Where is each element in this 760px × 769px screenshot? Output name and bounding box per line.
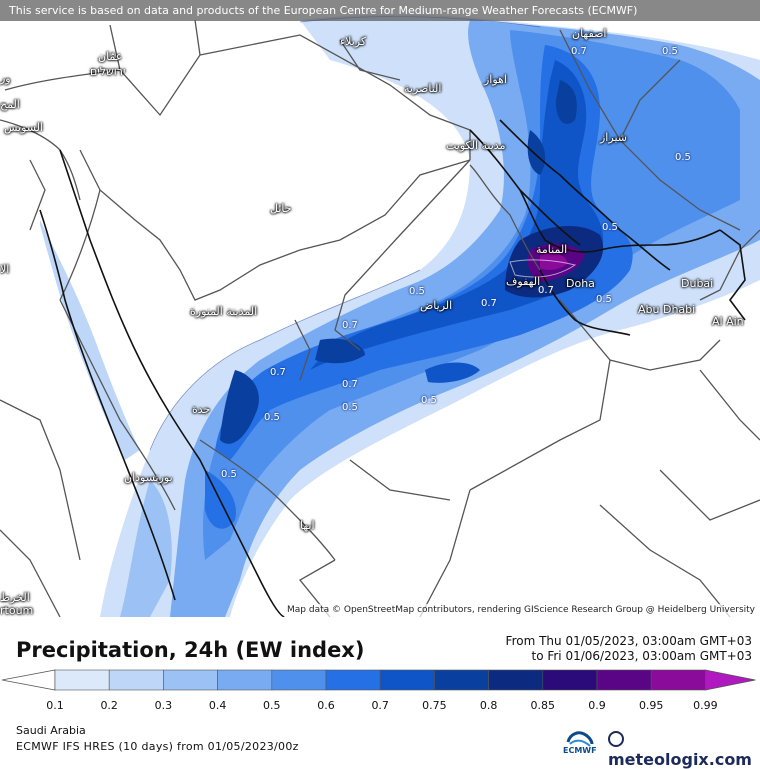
city-label-abu-dhabi[interactable]: Abu Dhabi xyxy=(638,303,696,316)
legend-colorbar xyxy=(1,669,756,691)
legend-tick-label: 0.5 xyxy=(263,699,281,712)
legend-segment xyxy=(379,669,435,691)
period-from: From Thu 01/05/2023, 03:00am GMT+03 xyxy=(505,634,752,648)
ecmwf-notice: This service is based on data and produc… xyxy=(0,0,760,21)
city-label-hail[interactable]: حائل xyxy=(270,202,292,215)
legend-tick-label: 0.75 xyxy=(422,699,447,712)
precipitation-field xyxy=(40,14,760,617)
city-label-doha[interactable]: Doha xyxy=(566,277,595,290)
legend-segment xyxy=(217,669,273,691)
legend-segment xyxy=(434,669,489,691)
coastline xyxy=(39,119,746,617)
legend-segment xyxy=(163,669,218,691)
edge-label: rtoum xyxy=(0,604,34,617)
precipitation-map[interactable]: This service is based on data and produc… xyxy=(0,0,760,617)
city-label-jeddah[interactable]: جدة xyxy=(192,403,211,416)
legend-segment xyxy=(650,669,706,691)
edge-label: الا xyxy=(0,263,10,276)
city-label-hofuf[interactable]: الهفوف xyxy=(506,275,541,288)
legend-segment xyxy=(542,669,598,691)
color-legend xyxy=(0,669,760,703)
contour-label: 0.5 xyxy=(342,402,358,413)
map-attribution: Map data © OpenStreetMap contributors, r… xyxy=(284,604,758,617)
city-label-suez[interactable]: السويس xyxy=(4,121,43,134)
edge-label: المح xyxy=(0,98,20,111)
edge-label: الخرط xyxy=(0,591,30,604)
map-canvas xyxy=(0,14,760,617)
legend-tick-label: 0.9 xyxy=(588,699,606,712)
city-label-medina[interactable]: المدينة المنورة xyxy=(190,305,258,318)
city-label-dubai[interactable]: Dubai xyxy=(681,277,714,290)
legend-tick-label: 0.1 xyxy=(46,699,64,712)
contour-label: 0.5 xyxy=(602,222,618,233)
legend-tick-label: 0.4 xyxy=(208,699,227,712)
contour-label: 0.7 xyxy=(342,320,358,331)
city-label-jerusalem[interactable]: ירושלים xyxy=(90,65,126,78)
legend-segment xyxy=(705,669,756,691)
city-label-kuwait-city[interactable]: مدينة الكويت xyxy=(446,139,506,152)
legend-tick-label: 0.99 xyxy=(693,699,718,712)
meteologix-icon xyxy=(608,731,624,747)
contour-label: 0.7 xyxy=(342,379,358,390)
edge-label: ور xyxy=(0,72,11,85)
forecast-period: From Thu 01/05/2023, 03:00am GMT+03 to F… xyxy=(506,634,752,664)
legend-tick-label: 0.8 xyxy=(479,699,498,712)
legend-tick-label: 0.7 xyxy=(371,699,389,712)
contour-label: 0.5 xyxy=(662,46,678,57)
city-label-al-ain[interactable]: Al Ain xyxy=(712,315,744,328)
legend-segment xyxy=(488,669,544,691)
map-title: Precipitation, 24h (EW index) xyxy=(16,638,365,662)
legend-tick-label: 0.6 xyxy=(317,699,335,712)
contour-label: 0.5 xyxy=(596,294,612,305)
country-borders xyxy=(0,19,760,617)
region-name: Saudi Arabia xyxy=(16,724,86,737)
meteologix-logo[interactable]: meteologix.com xyxy=(608,731,760,769)
legend-tick-label: 0.3 xyxy=(154,699,173,712)
city-label-manama[interactable]: المنامة xyxy=(536,243,568,256)
city-label-nasiriyah[interactable]: الناصرية xyxy=(404,82,442,95)
legend-tick-label: 0.2 xyxy=(100,699,118,712)
contour-label: 0.5 xyxy=(264,412,280,423)
city-label-port-sudan[interactable]: بورتسودان xyxy=(124,471,173,484)
city-label-shiraz[interactable]: شيراز xyxy=(600,131,627,144)
city-label-karbala[interactable]: كربلاء xyxy=(340,35,367,48)
city-label-isfahan[interactable]: اصفهان xyxy=(572,27,607,40)
contour-label: 0.5 xyxy=(221,469,237,480)
contour-label: 0.5 xyxy=(421,395,437,406)
contour-label: 0.7 xyxy=(481,298,497,309)
legend-tick-label: 0.95 xyxy=(638,699,664,712)
contour-label: 0.7 xyxy=(538,285,554,296)
legend-segment xyxy=(271,669,327,691)
legend-tick-label: 0.85 xyxy=(530,699,556,712)
city-label-ahvaz[interactable]: اهواز xyxy=(484,73,507,86)
contour-label: 0.7 xyxy=(571,46,587,57)
legend-segment xyxy=(1,669,56,691)
legend-segment xyxy=(54,669,110,691)
legend-segment xyxy=(325,669,381,691)
model-run: ECMWF IFS HRES (10 days) from 01/05/2023… xyxy=(16,740,299,753)
legend-segment xyxy=(108,669,164,691)
ecmwf-logo-icon[interactable] xyxy=(560,728,600,758)
city-label-amman[interactable]: عمّان xyxy=(98,50,123,63)
contour-label: 0.7 xyxy=(270,367,286,378)
legend-segment xyxy=(596,669,652,691)
city-label-abha[interactable]: ابها xyxy=(300,519,315,532)
ecmwf-logo-text: ECMWF xyxy=(563,746,597,755)
contour-label: 0.5 xyxy=(675,152,691,163)
period-to: to Fri 01/06/2023, 03:00am GMT+03 xyxy=(531,649,752,663)
contour-label: 0.5 xyxy=(409,286,425,297)
city-label-riyadh[interactable]: الرياض xyxy=(420,299,453,312)
